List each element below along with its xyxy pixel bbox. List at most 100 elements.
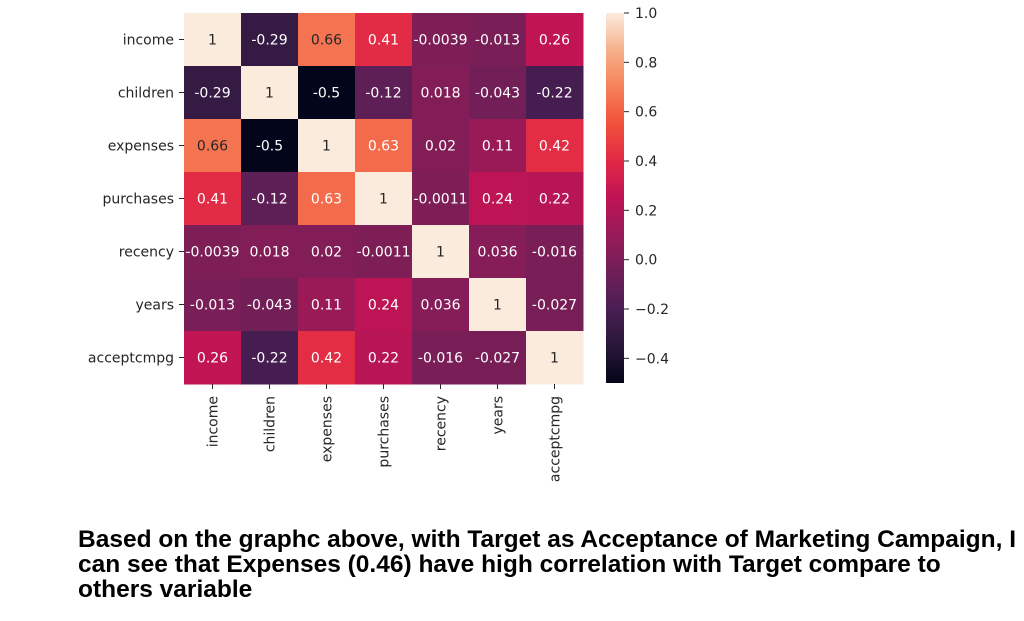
cell-annotation: 1	[550, 351, 559, 367]
heatmap-cell	[526, 225, 584, 279]
cell-annotation: 0.11	[482, 139, 513, 155]
heatmap-cell	[298, 331, 356, 385]
heatmap-cell	[184, 225, 242, 279]
heatmap-cell	[184, 331, 242, 385]
heatmap-cell	[184, 172, 242, 226]
y-tick-label: years	[135, 298, 174, 314]
cell-annotation: 1	[208, 33, 217, 49]
y-tick-label: children	[118, 86, 174, 102]
heatmap-cell	[412, 172, 470, 226]
heatmap-cell	[184, 13, 242, 67]
cell-annotation: 0.24	[482, 192, 513, 208]
cell-annotation: 1	[436, 245, 445, 261]
cell-annotation: -0.016	[418, 351, 463, 367]
cell-annotation: -0.22	[251, 351, 287, 367]
cell-annotation: 0.036	[477, 245, 517, 261]
cell-annotation: -0.22	[536, 86, 572, 102]
cell-annotation: 0.26	[539, 33, 570, 49]
cell-annotation: 1	[322, 139, 331, 155]
cell-annotation: -0.12	[365, 86, 401, 102]
heatmap-cell	[412, 13, 470, 67]
heatmap-cell	[241, 13, 299, 67]
heatmap-cell	[241, 66, 299, 120]
cell-annotation: 0.018	[420, 86, 460, 102]
y-tick-label: recency	[119, 245, 174, 261]
y-tick-label: purchases	[102, 192, 174, 208]
cell-annotation: 0.26	[197, 351, 228, 367]
heatmap-cell	[469, 172, 527, 226]
heatmap-cell	[355, 225, 413, 279]
cell-annotation: -0.013	[475, 33, 520, 49]
cell-annotation: 0.42	[539, 139, 570, 155]
heatmap-cell	[241, 172, 299, 226]
heatmap-cell	[412, 66, 470, 120]
colorbar-tick-label: 0.4	[635, 154, 657, 170]
cell-annotation: -0.043	[247, 298, 292, 314]
x-tick-label: children	[263, 396, 279, 452]
heatmap-cell	[184, 278, 242, 332]
heatmap-cell	[469, 331, 527, 385]
heatmap-cell	[184, 119, 242, 173]
cell-annotation: -0.12	[251, 192, 287, 208]
cell-annotation: -0.016	[532, 245, 577, 261]
cell-annotation: 1	[265, 86, 274, 102]
heatmap-cell	[298, 13, 356, 67]
heatmap-cell	[526, 172, 584, 226]
x-tick-label: purchases	[377, 396, 393, 468]
heatmap-cell	[241, 225, 299, 279]
colorbar-tick-label: −0.4	[635, 351, 669, 367]
x-tick-label: years	[491, 396, 507, 435]
cell-annotation: 0.02	[311, 245, 342, 261]
cell-annotation: 0.22	[539, 192, 570, 208]
cell-annotation: 0.11	[311, 298, 342, 314]
heatmap-cell	[469, 278, 527, 332]
heatmap-cell	[469, 66, 527, 120]
cell-annotation: 0.42	[311, 351, 342, 367]
heatmap-cell	[355, 172, 413, 226]
heatmap-cell	[526, 278, 584, 332]
y-tick-label: income	[123, 33, 174, 49]
y-tick-label: expenses	[108, 139, 174, 155]
cell-annotation: 0.41	[197, 192, 228, 208]
x-tick-label: expenses	[320, 396, 336, 462]
x-tick-label: recency	[434, 396, 450, 451]
heatmap-cell	[526, 66, 584, 120]
heatmap-cell	[184, 66, 242, 120]
x-tick-label: income	[206, 396, 222, 447]
colorbar	[606, 13, 624, 383]
cell-annotation: 0.66	[311, 33, 342, 49]
heatmap-cell	[469, 119, 527, 173]
heatmap-cell	[241, 119, 299, 173]
cell-annotation: 0.036	[420, 298, 460, 314]
heatmap-cell	[526, 13, 584, 67]
colorbar-tick-label: 0.6	[635, 105, 657, 121]
heatmap-cell	[412, 278, 470, 332]
cell-annotation: -0.5	[313, 86, 340, 102]
correlation-heatmap: 1 -0.29 0.66 0.41 -0.0039 -0.013 0.26-0.29 1 -0.…	[88, 6, 669, 482]
cell-annotation: 1	[379, 192, 388, 208]
cell-annotation: -0.29	[194, 86, 230, 102]
cell-annotation: 0.018	[249, 245, 289, 261]
analysis-caption: Based on the graphc above, with Target a…	[78, 526, 1017, 603]
y-tick-label: acceptcmpg	[88, 351, 174, 367]
cell-annotation: 0.24	[368, 298, 399, 314]
heatmap-cell	[355, 66, 413, 120]
cell-annotation: -0.0011	[356, 245, 410, 261]
heatmap-cell	[241, 331, 299, 385]
heatmap-cell	[469, 225, 527, 279]
heatmap-cell	[241, 278, 299, 332]
cell-annotation: 0.41	[368, 33, 399, 49]
cell-annotation: -0.027	[475, 351, 520, 367]
cell-annotation: 0.63	[368, 139, 399, 155]
heatmap-cell	[355, 331, 413, 385]
colorbar-tick-label: 0.0	[635, 253, 657, 269]
heatmap-cell	[298, 278, 356, 332]
cell-annotation: -0.0011	[413, 192, 467, 208]
cell-annotation: -0.29	[251, 33, 287, 49]
colorbar-tick-label: 0.8	[635, 55, 657, 71]
heatmap-cell	[298, 66, 356, 120]
cell-annotation: -0.0039	[413, 33, 467, 49]
heatmap-cell	[298, 172, 356, 226]
heatmap-cell	[412, 225, 470, 279]
colorbar-tick-label: 1.0	[635, 6, 657, 22]
